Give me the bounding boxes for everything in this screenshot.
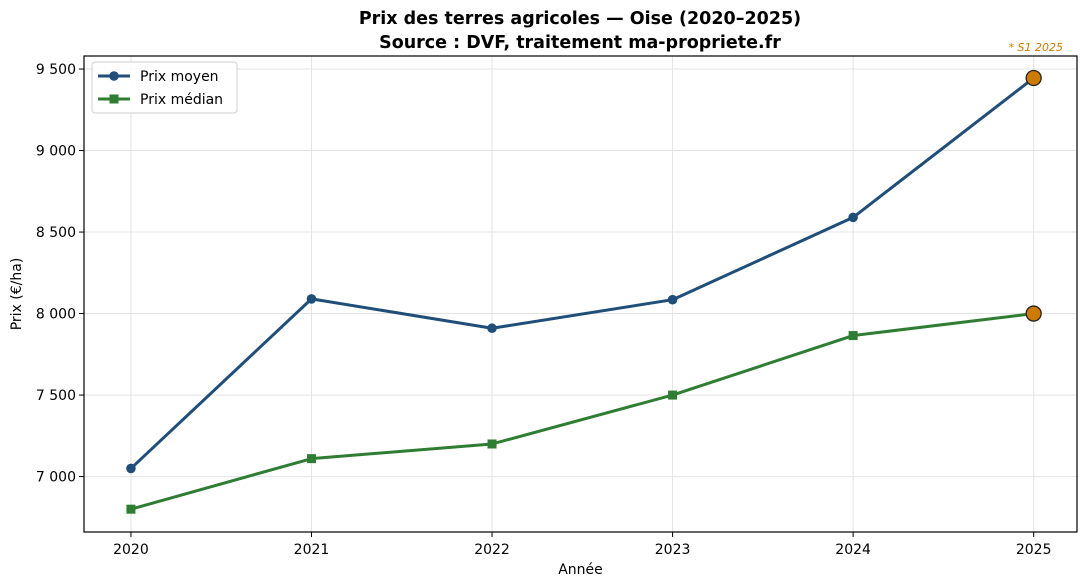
data-point: [848, 212, 858, 223]
highlight-point: [1025, 69, 1042, 87]
data-point: [487, 439, 497, 449]
y-tick-label: 9 000: [36, 144, 76, 160]
data-point: [126, 504, 136, 514]
data-point: [668, 390, 678, 400]
data-point: [848, 331, 858, 341]
legend-marker: [109, 71, 119, 81]
data-point: [306, 454, 316, 464]
y-tick-label: 7 500: [36, 388, 76, 404]
series-layer: [126, 76, 1035, 514]
highlight-point: [1025, 305, 1042, 322]
legend-label: Prix médian: [140, 92, 223, 108]
data-point: [306, 294, 317, 304]
series-prix-median: [126, 312, 1034, 514]
chart-subtitle: Source : DVF, traitement ma-propriete.fr: [379, 33, 781, 53]
x-tick-label: 2021: [294, 542, 330, 558]
series-line: [130, 312, 1034, 511]
y-axis: 7 000 7 500 8 000 8 500 9 000 9 500: [36, 62, 84, 486]
plot-area: [83, 55, 1078, 533]
s1-2025-note: * S1 2025: [1009, 41, 1063, 54]
legend-label: Prix moyen: [140, 69, 219, 85]
x-axis-label: Année: [558, 562, 603, 578]
y-tick-label: 8 000: [36, 307, 76, 323]
series-line: [129, 76, 1035, 470]
data-point: [126, 463, 136, 474]
x-tick-label: 2023: [655, 542, 691, 558]
grid-lines: [84, 56, 1077, 532]
legend-item: Prix médian: [98, 92, 223, 108]
x-tick-label: 2020: [113, 542, 149, 558]
y-tick-label: 9 500: [36, 62, 76, 78]
series-prix-moyen: [126, 76, 1035, 474]
highlight-markers: [1025, 69, 1042, 322]
chart-title: Prix des terres agricoles — Oise (2020–2…: [359, 9, 801, 29]
x-tick-label: 2025: [1016, 542, 1052, 558]
y-tick-label: 8 500: [36, 225, 76, 241]
data-point: [667, 294, 678, 305]
data-point: [487, 323, 497, 334]
legend-marker: [109, 94, 119, 104]
legend: Prix moyen Prix médian: [91, 61, 238, 114]
y-tick-label: 7 000: [36, 470, 76, 486]
y-axis-label: Prix (€/ha): [9, 258, 25, 331]
x-tick-label: 2022: [474, 542, 510, 558]
x-axis: 2020 2021 2022 2023 2024 2025: [113, 532, 1051, 558]
legend-item: Prix moyen: [98, 69, 219, 85]
x-tick-label: 2024: [835, 542, 871, 558]
